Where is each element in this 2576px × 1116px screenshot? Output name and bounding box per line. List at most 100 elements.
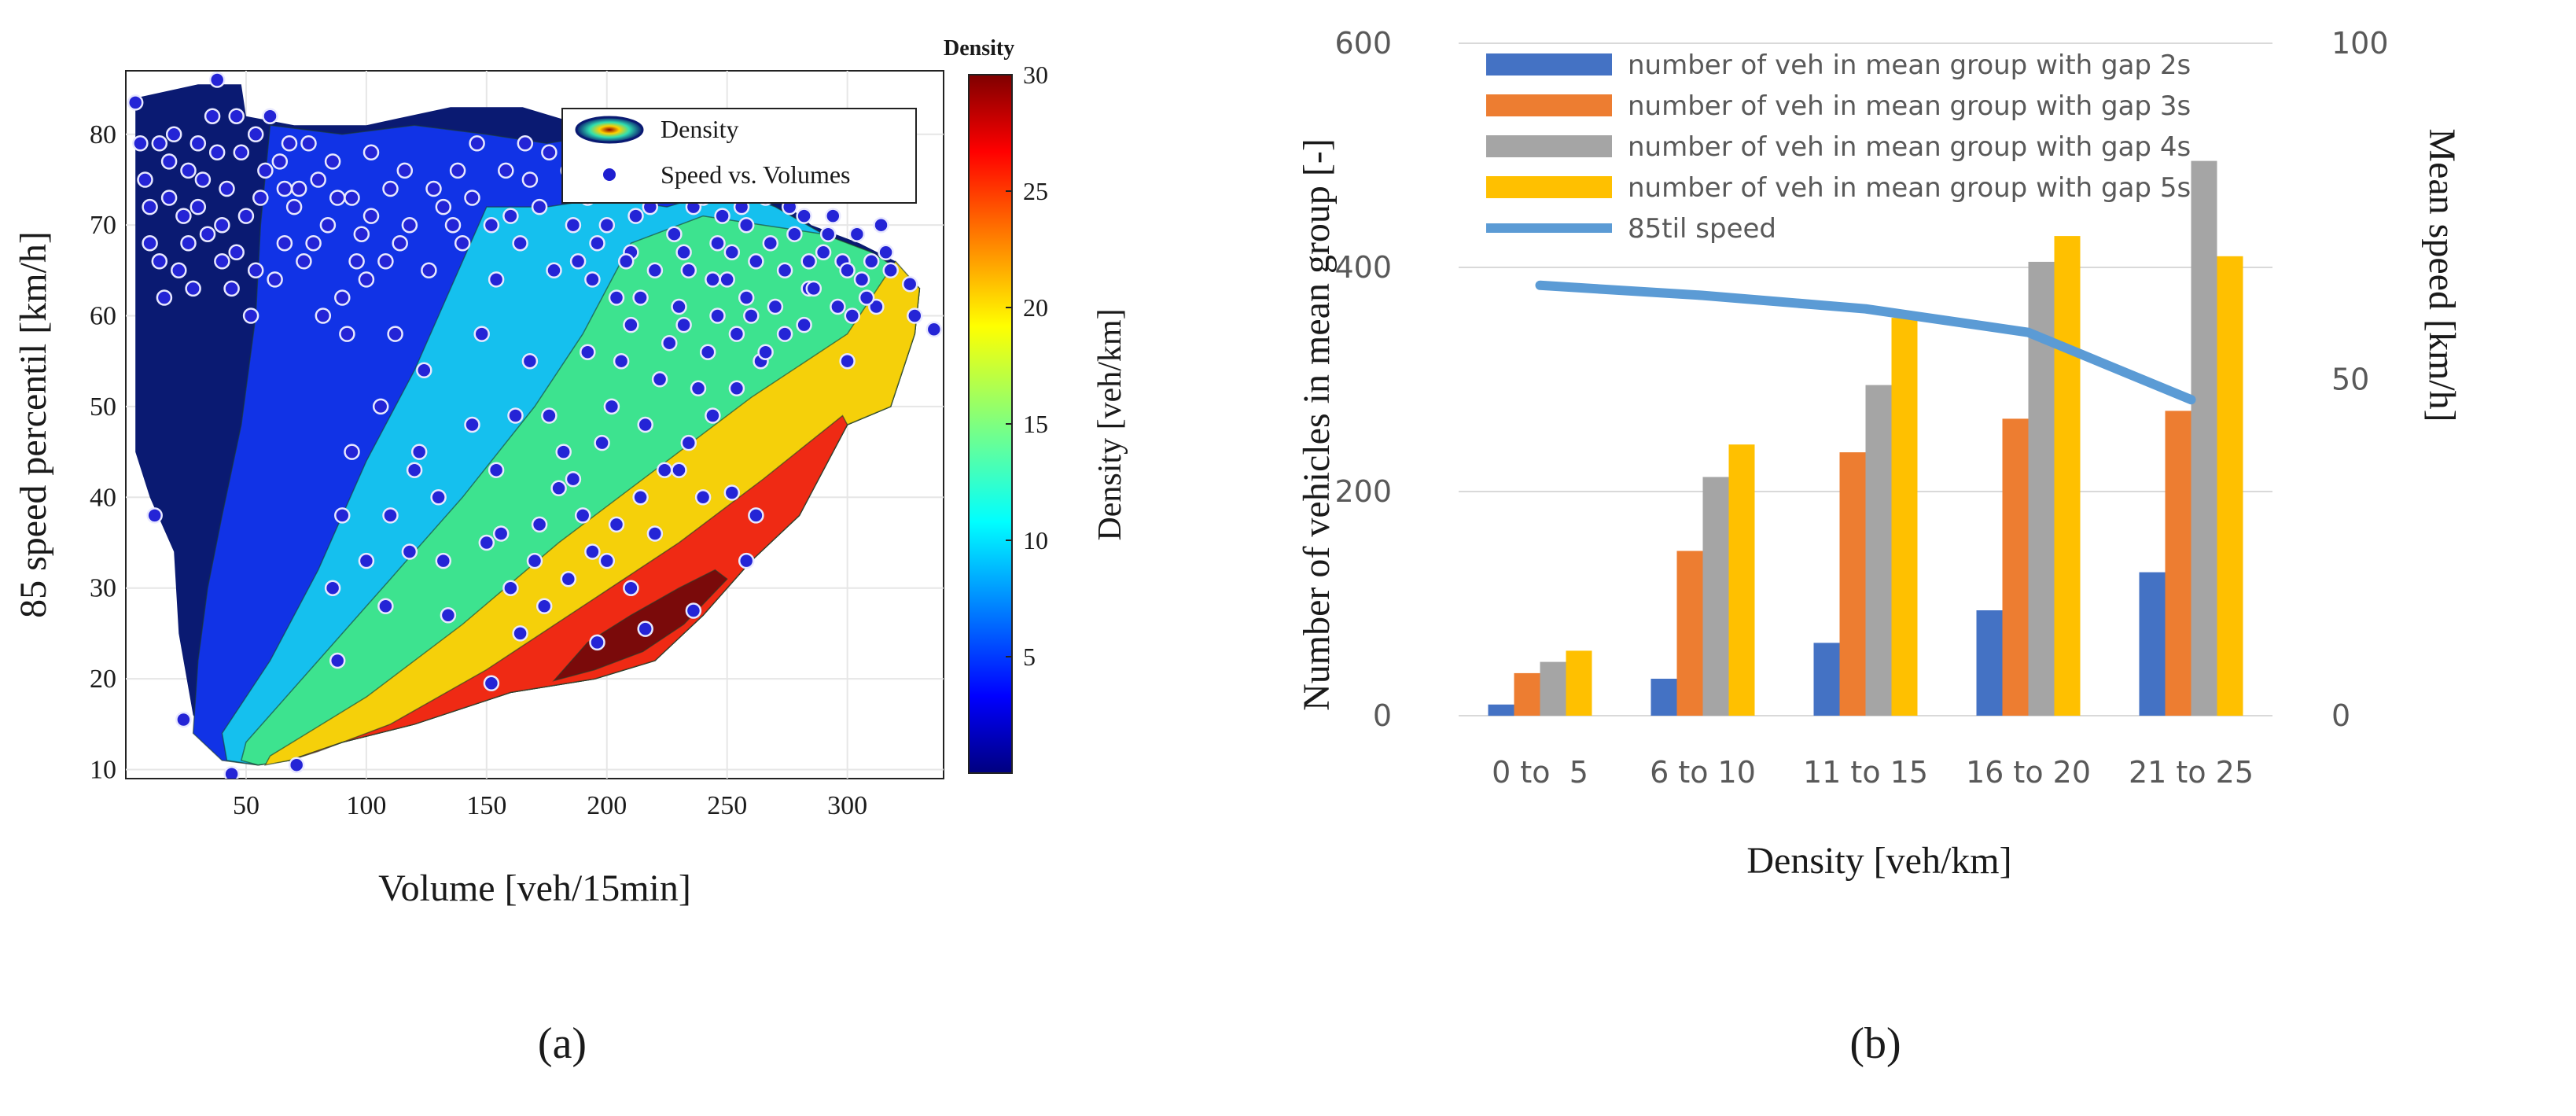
scatter-point — [454, 234, 471, 252]
bar — [2191, 160, 2217, 716]
scatter-point — [541, 144, 558, 161]
scatter-point — [137, 171, 153, 188]
scatter-point — [267, 271, 283, 288]
scatter-point — [723, 244, 741, 261]
scatter-point — [907, 308, 923, 324]
scatter-point — [776, 326, 793, 342]
scatter-point — [675, 316, 692, 333]
scatter-point — [410, 444, 428, 460]
y2-tick-label-b: 100 — [2331, 26, 2389, 61]
scatter-point — [786, 226, 803, 242]
scatter-point — [160, 190, 178, 206]
y-tick-label-b: 400 — [1334, 250, 1392, 285]
legend-b-swatch — [1486, 135, 1612, 157]
scatter-point — [580, 344, 596, 360]
scatter-point — [502, 208, 519, 224]
x-tick-label-a: 250 — [707, 791, 747, 820]
scatter-point — [401, 216, 418, 234]
scatter-point — [290, 180, 307, 197]
bars — [1488, 160, 2243, 716]
y-tick-label-a: 20 — [90, 665, 116, 694]
scatter-point — [926, 321, 943, 338]
colorbar-gradient — [968, 74, 1013, 774]
scatter-point — [594, 434, 610, 451]
scatter-point — [387, 326, 403, 342]
scatter-point — [156, 289, 173, 306]
legend-b-swatch — [1486, 53, 1612, 76]
y-tick-label-a: 50 — [90, 392, 116, 422]
scatter-point — [377, 598, 394, 615]
plot-a-ticks: 50 100 150 200 250 300 10 20 30 40 50 60 70 80 — [90, 120, 867, 820]
scatter-point — [392, 234, 408, 252]
colorbar-title: Density — [944, 36, 1014, 61]
scatter-point — [825, 208, 841, 224]
scatter-point — [228, 244, 245, 261]
x-tick-label-b: 16 to 20 — [1966, 755, 2091, 790]
x-tick-label-b: 11 to 15 — [1803, 755, 1928, 790]
scatter-point — [219, 180, 235, 197]
scatter-point — [190, 198, 207, 215]
scatter-point — [276, 180, 293, 197]
y-tick-label-a: 30 — [90, 574, 116, 603]
scatter-point — [535, 598, 553, 615]
scatter-point — [598, 216, 616, 234]
x-tick-label-b: 21 to 25 — [2129, 755, 2254, 790]
colorbar-tick-label: 5 — [1023, 643, 1036, 671]
colorbar-tick-label: 15 — [1023, 410, 1048, 438]
scatter-point — [127, 94, 144, 111]
scatter-point — [714, 208, 730, 224]
scatter-point — [257, 162, 274, 179]
scatter-point — [584, 543, 601, 560]
scatter-point — [223, 765, 240, 779]
scatter-point — [242, 308, 259, 324]
scatter-point — [671, 462, 687, 478]
scatter-point — [796, 208, 812, 224]
scatter-point — [233, 144, 250, 161]
scatter-point — [252, 190, 269, 206]
legend-b-swatch — [1486, 176, 1612, 198]
scatter-point — [288, 757, 305, 773]
x-tick-label-b: 0 to 5 — [1492, 755, 1588, 790]
scatter-point — [334, 507, 351, 524]
scatter-point — [473, 326, 490, 342]
y-axis-label-b: Number of vehicles in mean group [-] — [1296, 138, 1338, 711]
scatter-point — [396, 162, 414, 179]
scatter-point — [285, 198, 303, 215]
x-tick-label-a: 50 — [233, 791, 259, 820]
y-tick-label-a: 40 — [90, 483, 116, 512]
scatter-point — [584, 271, 601, 288]
scatter-point — [878, 244, 894, 261]
bar — [1488, 704, 1514, 716]
scatter-point — [873, 216, 889, 234]
x-tick-label-b: 6 to 10 — [1650, 755, 1756, 790]
scatter-point — [526, 552, 543, 569]
legend-b-label: number of veh in mean group with gap 4s — [1628, 131, 2191, 163]
legend-b-label: 85til speed — [1628, 213, 1776, 245]
scatter-point — [627, 208, 644, 224]
legend-b-label: number of veh in mean group with gap 5s — [1628, 172, 2191, 204]
scatter-point — [661, 334, 678, 352]
scatter-point — [464, 416, 480, 433]
scatter-point — [469, 135, 485, 152]
scatter-point — [728, 380, 745, 397]
scatter-point — [805, 280, 822, 297]
scatter-point — [271, 153, 289, 170]
speed-line — [1535, 280, 2196, 405]
scatter-point — [421, 262, 437, 279]
scatter-point — [296, 253, 312, 270]
scatter-point — [377, 253, 394, 270]
y-tick-label-b: 0 — [1373, 698, 1392, 733]
scatter-point — [671, 298, 687, 315]
scatter-point — [319, 216, 337, 234]
colorbar-tick-label: 25 — [1023, 177, 1048, 205]
scatter-point — [598, 552, 616, 569]
x-tick-label-a: 300 — [827, 791, 867, 820]
bar — [1976, 610, 2003, 716]
scatter-point — [300, 135, 317, 152]
scatter-point — [723, 484, 741, 501]
scatter-point — [728, 326, 745, 342]
scatter-point — [694, 489, 712, 506]
scatter-point — [546, 262, 562, 279]
y-tick-label-b: 200 — [1334, 474, 1392, 509]
scatter-point — [603, 398, 620, 415]
